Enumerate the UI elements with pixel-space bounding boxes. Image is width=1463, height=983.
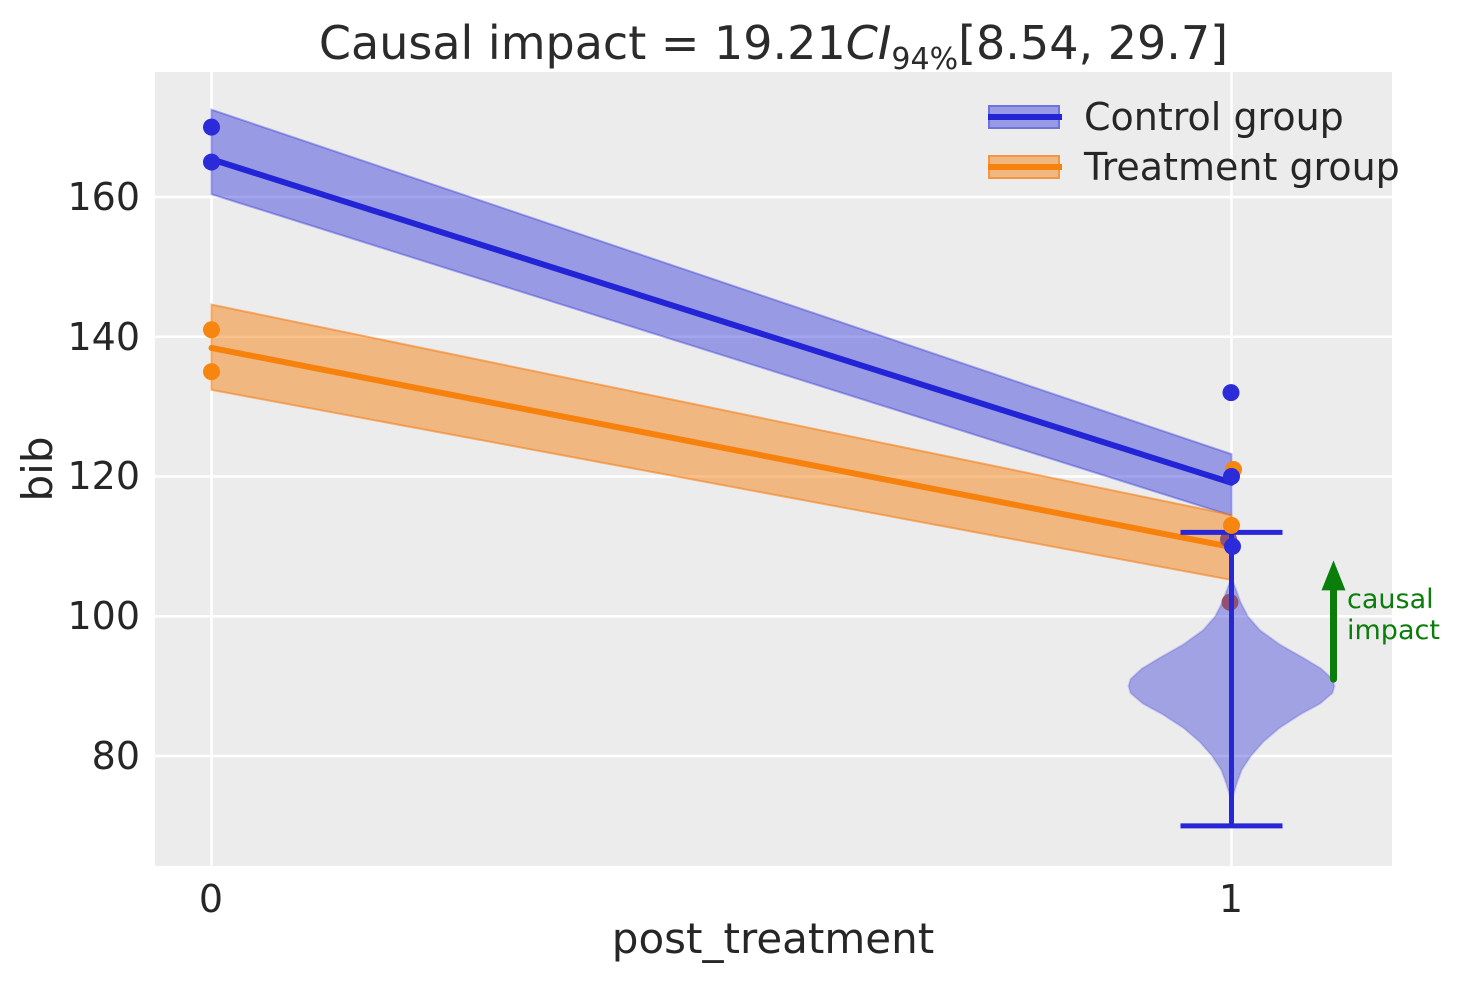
control-group-swatch-icon xyxy=(988,105,1062,129)
legend-item-treatment: Treatment group xyxy=(988,145,1400,189)
treatment-scatter-point xyxy=(203,321,220,339)
plot-canvas xyxy=(155,72,1392,866)
y-tick-120: 120 xyxy=(67,454,140,498)
title-ci: CI xyxy=(845,16,892,70)
control-trend-line xyxy=(208,156,1235,486)
treatment-line-icon xyxy=(988,164,1062,170)
legend-item-control: Control group xyxy=(988,95,1344,139)
treatment-group-swatch-icon xyxy=(988,155,1062,179)
title-ci-subscript: 94% xyxy=(891,42,959,78)
control-line-icon xyxy=(988,114,1062,120)
title-interval: [8.54, 29.7] xyxy=(958,16,1229,70)
y-tick-80: 80 xyxy=(91,734,140,778)
x-axis-label: post_treatment xyxy=(611,914,935,963)
control-scatter-point xyxy=(1222,384,1240,402)
control-scatter-point xyxy=(1223,468,1240,485)
annotation-line-2: impact xyxy=(1347,615,1440,646)
legend-label-control: Control group xyxy=(1084,95,1344,139)
treatment-trend-line xyxy=(208,344,1235,551)
chart-title: Causal impact = 19.21CI94%[8.54, 29.7] xyxy=(155,16,1392,77)
control-scatter-point xyxy=(203,153,220,171)
y-tick-160: 160 xyxy=(67,175,140,219)
x-tick-0: 0 xyxy=(198,877,224,921)
legend-label-treatment: Treatment group xyxy=(1084,145,1400,189)
y-tick-100: 100 xyxy=(67,594,140,638)
treatment-scatter-point xyxy=(1223,516,1240,534)
control-scatter-point xyxy=(1224,537,1241,555)
y-tick-140: 140 xyxy=(67,315,140,359)
treatment-scatter-point xyxy=(203,363,220,381)
title-prefix: Causal impact = 19.21 xyxy=(318,16,846,70)
causal-impact-arrow-head xyxy=(1321,560,1346,591)
x-tick-1: 1 xyxy=(1218,877,1244,921)
control-scatter-point xyxy=(203,118,220,136)
annotation-line-1: causal xyxy=(1347,584,1434,615)
causal-impact-annotation: causal impact xyxy=(1347,584,1440,646)
